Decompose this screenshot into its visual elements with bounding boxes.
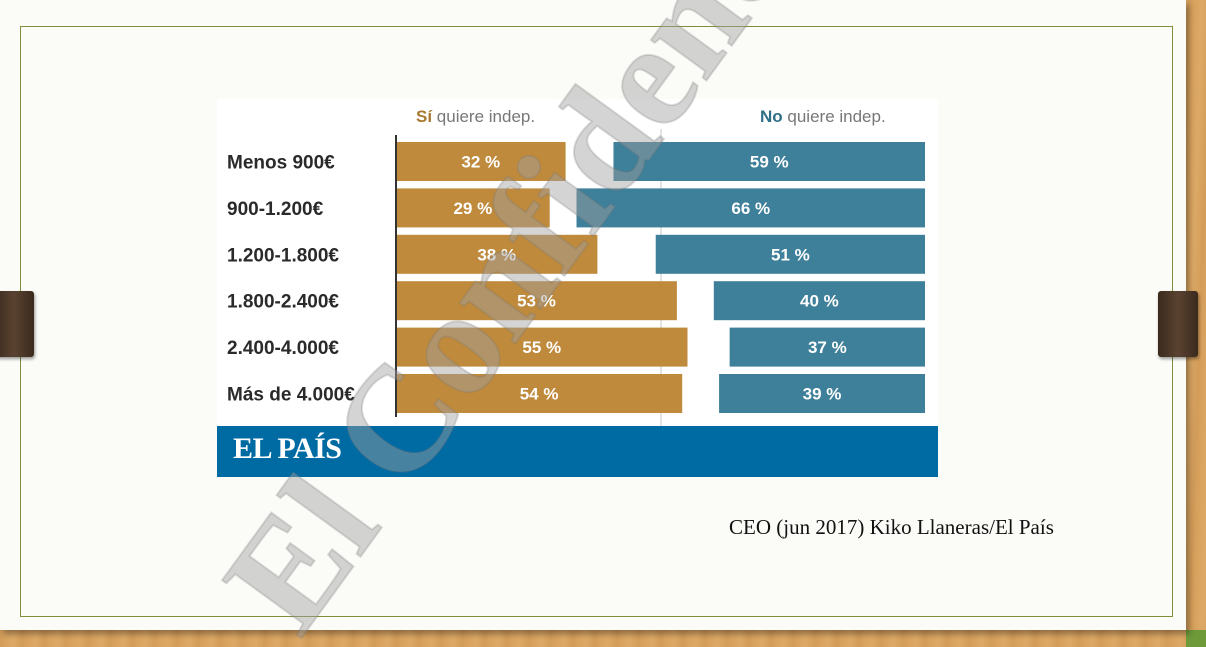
bar-no <box>713 281 925 321</box>
bar-si <box>396 142 566 181</box>
brand-footer: EL PAÍS <box>217 426 938 477</box>
binder-clip-right <box>1158 291 1198 357</box>
category-label: 900-1.200€ <box>227 199 324 220</box>
bar-no <box>613 142 925 181</box>
bar-si <box>396 327 688 367</box>
value-label-si: 53 % <box>517 292 556 311</box>
value-label-no: 51 % <box>771 245 810 264</box>
bar-no <box>655 234 925 274</box>
value-label-no: 37 % <box>808 338 847 357</box>
bar-no <box>576 188 925 228</box>
bar-no <box>729 327 925 367</box>
value-label-no: 59 % <box>750 153 789 172</box>
category-label: 1.200-1.800€ <box>227 245 339 266</box>
bar-chart-svg: Sí quiere indep. No quiere indep. Menos 90… <box>227 107 925 426</box>
bar-si <box>396 281 677 321</box>
category-label: Menos 900€ <box>227 153 335 174</box>
source-caption: CEO (jun 2017) Kiko Llaneras/El País <box>729 515 1054 539</box>
value-label-si: 54 % <box>520 385 559 404</box>
value-label-si: 32 % <box>461 153 500 172</box>
legend-si: Sí quiere indep. <box>416 107 535 126</box>
value-label-si: 38 % <box>477 245 516 264</box>
category-label: 2.400-4.000€ <box>227 338 339 359</box>
value-label-no: 66 % <box>731 199 770 218</box>
value-label-si: 29 % <box>453 199 492 218</box>
value-label-no: 39 % <box>803 385 842 404</box>
legend-no: No quiere indep. <box>760 107 886 126</box>
value-label-no: 40 % <box>800 292 839 311</box>
bar-si <box>396 374 683 413</box>
bar-si <box>396 188 550 228</box>
category-label: 1.800-2.400€ <box>227 292 339 313</box>
category-label: Más de 4.000€ <box>227 385 355 406</box>
value-label-si: 55 % <box>522 338 561 357</box>
binder-clip-left <box>0 291 34 357</box>
bar-no <box>719 374 925 413</box>
corner-tab <box>1186 630 1206 647</box>
income-chart: Sí quiere indep. No quiere indep. Menos 90… <box>217 99 938 477</box>
bar-si <box>396 234 598 274</box>
brand-logo: EL PAÍS <box>233 432 342 465</box>
